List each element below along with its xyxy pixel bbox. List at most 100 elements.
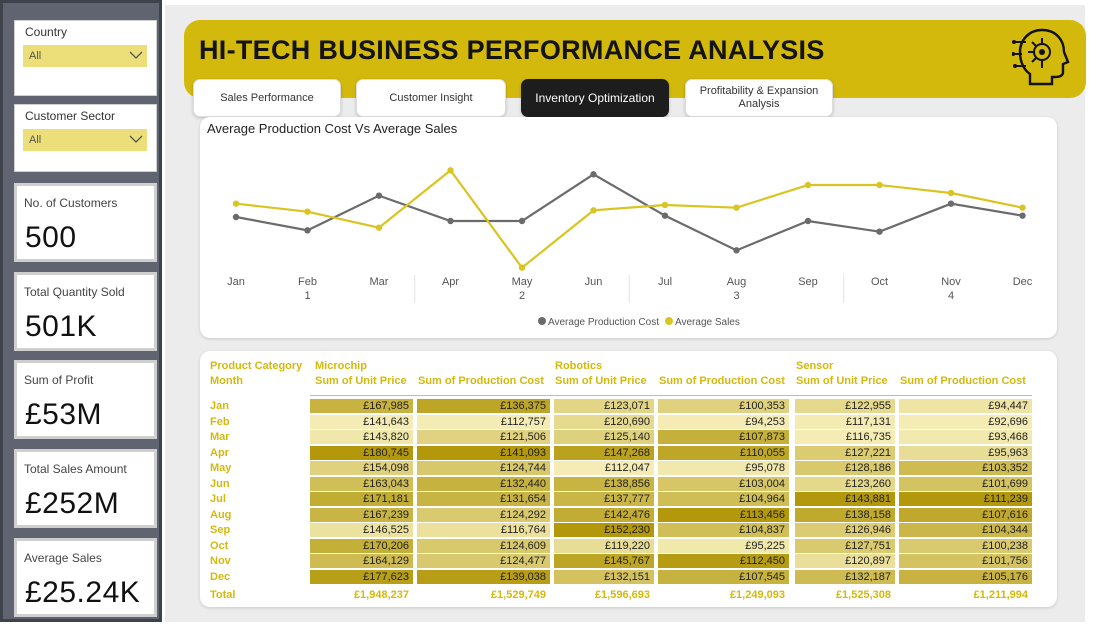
data-point xyxy=(447,167,454,174)
tab-sales-performance[interactable]: Sales Performance xyxy=(193,79,341,117)
legend-marker xyxy=(665,317,673,325)
table-cell: £117,131 xyxy=(795,414,895,429)
chevron-down-icon xyxy=(129,51,143,59)
month-label: Nov xyxy=(210,555,231,567)
table-cell: £121,506 xyxy=(417,430,550,444)
column-measure-header: Sum of Unit Price xyxy=(555,375,647,387)
table-cell: £112,757 xyxy=(417,414,550,429)
table-cell: £171,181 xyxy=(310,492,413,506)
month-label: Jan xyxy=(210,400,229,412)
total-cell: £1,525,308 xyxy=(835,589,891,601)
column-measure-header: Sum of Production Cost xyxy=(900,375,1026,387)
table-cell: £138,158 xyxy=(795,507,895,522)
tab-inventory-optimization[interactable]: Inventory Optimization xyxy=(521,79,669,117)
month-label: Mar xyxy=(210,431,230,443)
column-measure-header: Sum of Unit Price xyxy=(796,375,888,387)
table-cell: £123,071 xyxy=(554,399,654,413)
x-tick-label: Nov xyxy=(941,276,961,288)
data-point xyxy=(804,217,812,225)
table-cell: £132,187 xyxy=(795,569,895,584)
kpi-value: £252M xyxy=(25,487,120,520)
table-cell: £180,745 xyxy=(310,445,413,460)
month-label: Oct xyxy=(210,539,229,552)
data-point xyxy=(304,227,311,234)
data-point xyxy=(518,264,526,271)
table-cell: £136,375 xyxy=(417,399,550,413)
total-cell: £1,249,093 xyxy=(729,589,785,601)
chevron-down-icon xyxy=(129,135,143,143)
table-cell: £116,735 xyxy=(795,430,895,444)
x-tick-label: Jul xyxy=(658,276,672,288)
row-header-month: Month xyxy=(210,375,243,387)
x-tick-label: Aug xyxy=(727,276,747,288)
tab-customer-insight[interactable]: Customer Insight xyxy=(356,79,506,117)
kpi-value: £53M xyxy=(25,398,103,431)
x-tick-label: May xyxy=(512,276,533,288)
x-tick-label: Jun xyxy=(585,276,603,288)
kpi-label: No. of Customers xyxy=(24,196,118,210)
x-tick-label: Dec xyxy=(1013,276,1033,288)
x-tick-label: Sep xyxy=(798,276,818,288)
quarter-label: 1 xyxy=(304,290,310,302)
quarter-label: 3 xyxy=(733,290,739,302)
kpi-label: Total Sales Amount xyxy=(24,462,127,476)
table-cell: £132,440 xyxy=(417,476,550,491)
kpi-card-customers: No. of Customers 500 xyxy=(14,183,157,262)
kpi-value: 500 xyxy=(25,221,77,254)
table-cell: £103,352 xyxy=(899,461,1032,475)
table-cell: £95,225 xyxy=(658,538,789,553)
column-category-sensor: Sensor xyxy=(796,360,834,372)
total-cell: £1,596,693 xyxy=(594,589,650,601)
customer-sector-dropdown[interactable]: All xyxy=(23,129,147,151)
table-cell: £103,004 xyxy=(658,476,789,491)
table-cell: £167,985 xyxy=(310,399,413,413)
table-cell: £141,643 xyxy=(310,414,413,429)
kpi-value: £25.24K xyxy=(25,576,141,609)
data-point xyxy=(661,212,669,219)
total-cell: £1,211,994 xyxy=(973,589,1028,601)
table-cell: £104,964 xyxy=(658,492,789,506)
country-dropdown-value: All xyxy=(29,50,42,62)
table-cell: £105,176 xyxy=(899,569,1032,584)
customer-sector-slicer: Customer Sector All xyxy=(14,104,157,172)
data-point xyxy=(375,224,383,231)
table-cell: £94,253 xyxy=(658,414,789,429)
data-point xyxy=(232,213,240,221)
month-label: May xyxy=(210,462,232,474)
column-category-robotics: Robotics xyxy=(555,360,603,372)
quarter-label: 4 xyxy=(948,290,954,302)
table-cell: £107,616 xyxy=(899,507,1032,522)
country-dropdown[interactable]: All xyxy=(23,45,147,67)
table-cell: £95,078 xyxy=(658,461,789,475)
filter-sidebar: Country All Customer Sector All No. of C… xyxy=(0,0,162,622)
customer-sector-dropdown-value: All xyxy=(29,134,42,146)
x-tick-label: Oct xyxy=(871,276,888,288)
month-label: Aug xyxy=(210,508,232,521)
table-cell: £143,881 xyxy=(795,492,895,506)
table-cell: £177,623 xyxy=(310,569,413,584)
table-cell: £124,609 xyxy=(417,538,550,553)
data-point xyxy=(590,207,597,214)
table-cell: £93,468 xyxy=(899,430,1032,444)
table-cell: £123,260 xyxy=(795,476,895,491)
series-line-production-cost xyxy=(235,173,1023,252)
table-cell: £116,764 xyxy=(417,523,550,537)
table-cell: £94,447 xyxy=(899,399,1032,413)
line-chart: Jan Feb Mar Apr May Jun Jul Aug Sep Oct Nov Dec 1 2 3 4… xyxy=(227,167,1033,328)
column-category-microchip: Microchip xyxy=(315,360,367,372)
month-label: Dec xyxy=(210,570,231,583)
table-cell: £113,456 xyxy=(658,507,789,522)
x-tick-label: Apr xyxy=(442,276,459,288)
page-title: HI-TECH BUSINESS PERFORMANCE ANALYSIS xyxy=(199,35,825,65)
table-cell: £146,525 xyxy=(310,523,413,537)
table-cell: £138,856 xyxy=(554,476,654,491)
table-cell: £125,140 xyxy=(554,430,654,444)
table-cell: £154,098 xyxy=(310,461,413,475)
month-label: Jul xyxy=(210,493,226,505)
table-cell: £100,353 xyxy=(658,399,789,413)
kpi-value: 501K xyxy=(25,310,98,343)
country-slicer-label: Country xyxy=(25,25,68,39)
chart-title: Average Production Cost Vs Average Sales xyxy=(207,121,458,136)
tab-profitability-expansion[interactable]: Profitability & Expansion Analysis xyxy=(685,79,833,117)
data-point xyxy=(518,217,526,225)
